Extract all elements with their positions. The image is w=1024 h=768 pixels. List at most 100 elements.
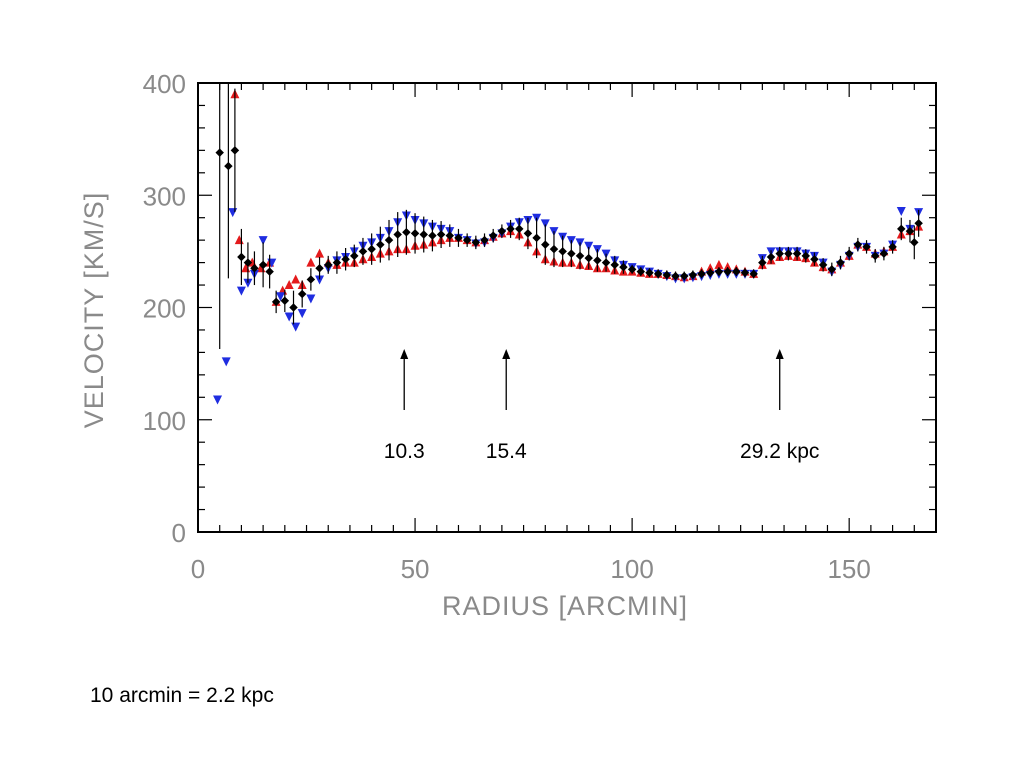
black-diamond-point xyxy=(341,254,350,264)
black-diamond-point xyxy=(645,268,654,277)
annotation-label: 29.2 kpc xyxy=(740,440,819,463)
blue-triangle-point xyxy=(221,357,231,367)
black-diamond-point xyxy=(758,258,767,267)
red-triangle-point xyxy=(714,259,724,269)
red-triangle-point xyxy=(306,257,316,267)
black-diamond-point xyxy=(215,148,224,157)
blue-triangle-point xyxy=(275,292,285,302)
y-tick-label: 300 xyxy=(143,181,186,211)
x-axis-title: RADIUS [ARCMIN] xyxy=(442,591,688,621)
black-diamond-point xyxy=(393,230,402,239)
black-diamond-point xyxy=(740,268,750,277)
black-diamond-point xyxy=(237,252,246,262)
black-diamond-point xyxy=(323,260,333,270)
black-diamond-point xyxy=(723,267,732,276)
y-tick-label: 400 xyxy=(143,69,186,99)
blue-triangle-point xyxy=(291,322,301,332)
x-tick-label: 0 xyxy=(191,554,205,584)
annotation-arrow: 15.4 xyxy=(486,349,527,463)
black-diamond-point xyxy=(775,249,784,258)
black-diamond-point xyxy=(523,229,533,238)
black-diamond-point xyxy=(419,230,428,239)
black-diamond-point xyxy=(827,265,837,274)
black-diamond-point xyxy=(818,260,828,270)
black-diamond-point xyxy=(714,267,724,276)
black-diamond-point xyxy=(306,275,316,284)
arrow-head xyxy=(775,349,784,359)
black-diamond-point xyxy=(627,265,637,274)
black-diamond-point xyxy=(732,267,741,276)
blue-triangle-point xyxy=(258,236,268,246)
annotations: 10.3 15.4 29.2 kpc xyxy=(384,349,819,463)
black-diamond-point xyxy=(810,254,819,264)
x-tick-label: 50 xyxy=(401,554,430,584)
black-diamond-point xyxy=(766,252,776,262)
y-axis-title: VELOCITY [KM/S] xyxy=(79,192,109,429)
black-diamond-point xyxy=(332,258,342,267)
black-diamond-point xyxy=(315,263,324,273)
black-diamond-point xyxy=(428,231,437,240)
series-red xyxy=(230,89,924,306)
red-triangle-point xyxy=(284,280,294,290)
annotation-label: 10.3 xyxy=(384,440,425,463)
y-tick-label: 100 xyxy=(143,406,186,436)
annotation-arrow: 29.2 kpc xyxy=(740,349,819,463)
red-triangle-point xyxy=(723,262,733,272)
black-diamond-point xyxy=(558,247,567,256)
red-triangle-point xyxy=(234,235,244,245)
black-diamond-point xyxy=(471,238,481,247)
black-diamond-point xyxy=(784,249,793,258)
black-diamond-point xyxy=(575,251,585,261)
series-blue xyxy=(213,206,924,405)
black-diamond-point xyxy=(636,267,646,276)
black-diamond-point xyxy=(619,262,628,272)
black-diamond-point xyxy=(436,230,446,239)
black-diamond-point xyxy=(402,228,411,237)
blue-triangle-point xyxy=(896,206,906,216)
black-diamond-point xyxy=(497,226,507,236)
x-tick-label: 150 xyxy=(827,554,870,584)
black-diamond-point xyxy=(297,289,307,299)
black-diamond-point xyxy=(593,256,602,265)
black-diamond-point xyxy=(358,247,368,256)
black-diamond-point xyxy=(844,249,854,258)
black-diamond-point xyxy=(910,238,919,247)
black-diamond-point xyxy=(792,249,802,258)
blue-triangle-point xyxy=(243,278,253,288)
black-diamond-point xyxy=(280,296,290,306)
blue-triangle-point xyxy=(297,309,307,319)
blue-triangle-point xyxy=(315,275,325,285)
black-diamond-point xyxy=(836,258,845,267)
arrow-head xyxy=(400,349,409,359)
black-diamond-point xyxy=(679,271,689,281)
black-diamond-point xyxy=(541,240,550,249)
arrow-head xyxy=(502,349,511,359)
black-diamond-point xyxy=(271,297,281,307)
black-diamond-point xyxy=(697,269,706,279)
plot-frame-rect xyxy=(197,82,937,533)
red-triangle-point xyxy=(705,263,715,273)
black-diamond-point xyxy=(410,229,420,238)
blue-triangle-point xyxy=(236,286,246,296)
black-diamond-point xyxy=(532,233,541,243)
x-tick-label: 100 xyxy=(610,554,653,584)
tick-labels: 0 50 100 150 0 100 200 300 400 xyxy=(143,69,871,584)
black-diamond-point xyxy=(454,233,463,243)
black-diamond-point xyxy=(914,219,923,228)
black-diamond-point xyxy=(384,235,394,245)
scale-footnote: 10 arcmin = 2.2 kpc xyxy=(90,684,274,707)
black-diamond-point xyxy=(230,146,240,155)
annotation-arrow: 10.3 xyxy=(384,349,425,463)
black-diamond-point xyxy=(706,268,715,277)
black-diamond-point xyxy=(671,271,680,281)
black-diamond-point xyxy=(376,240,385,249)
axis-ticks xyxy=(197,82,937,533)
black-diamond-point xyxy=(653,269,663,279)
blue-triangle-point xyxy=(584,241,594,251)
black-diamond-point xyxy=(258,260,268,270)
red-triangle-point xyxy=(291,274,301,284)
black-diamond-point xyxy=(289,303,298,312)
blue-triangle-point xyxy=(540,219,550,229)
black-diamond-point xyxy=(801,251,811,261)
